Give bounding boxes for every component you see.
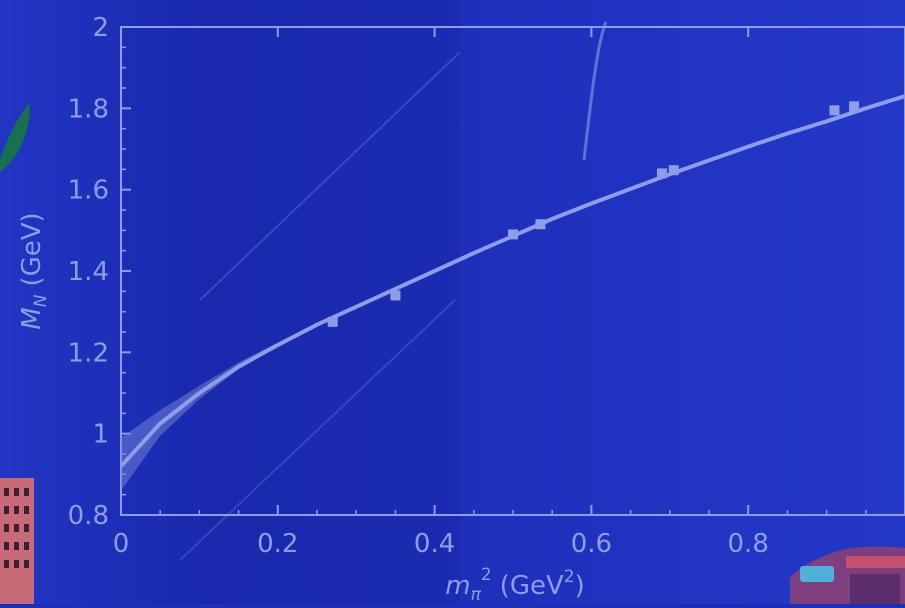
data-point xyxy=(327,316,338,327)
x-tick-label: 0.6 xyxy=(571,529,612,559)
building-icon xyxy=(0,478,34,604)
y-tick-label: 1.2 xyxy=(68,338,109,368)
point-marker xyxy=(668,165,679,176)
point-marker xyxy=(535,219,546,230)
point-marker xyxy=(656,168,667,179)
city-skyline-icon xyxy=(790,546,905,604)
background-panel xyxy=(200,0,460,604)
y-tick-label: 2 xyxy=(92,13,109,43)
x-axis-label: mπ2 (GeV2) xyxy=(445,565,584,604)
decor-streak xyxy=(199,51,461,301)
data-point xyxy=(849,101,860,112)
y-tick-label: 0.8 xyxy=(68,501,109,531)
decor-squiggle xyxy=(582,21,608,161)
decor-streak xyxy=(179,299,456,561)
point-marker xyxy=(829,105,840,116)
x-tick-label: 0.2 xyxy=(257,529,298,559)
data-point xyxy=(508,229,518,240)
point-marker xyxy=(390,290,401,301)
y-tick-label: 1 xyxy=(92,420,109,450)
x-tick-label: 0 xyxy=(113,529,130,559)
axis-ticks xyxy=(120,26,905,516)
point-marker xyxy=(508,229,518,240)
leaf-icon xyxy=(0,102,30,172)
data-point xyxy=(668,165,679,176)
plot-area xyxy=(121,94,905,491)
x-tick-label: 0.8 xyxy=(728,529,769,559)
point-marker xyxy=(327,316,338,327)
y-tick-label: 1.8 xyxy=(68,94,109,124)
point-marker xyxy=(849,101,860,112)
data-point xyxy=(390,290,401,301)
data-point xyxy=(656,168,667,179)
y-tick-label: 1.4 xyxy=(68,257,109,287)
data-point xyxy=(829,105,840,116)
y-axis-label: MN(GeV) xyxy=(17,212,51,329)
tick-labels: 0 0.2 0.4 0.6 0.8 0.8 1 1.2 1.4 1.6 1.8 2 xyxy=(68,13,769,559)
x-tick-label: 0.4 xyxy=(414,529,455,559)
data-point xyxy=(535,219,546,230)
y-tick-label: 1.6 xyxy=(68,176,109,206)
data-points-layer xyxy=(327,101,860,327)
